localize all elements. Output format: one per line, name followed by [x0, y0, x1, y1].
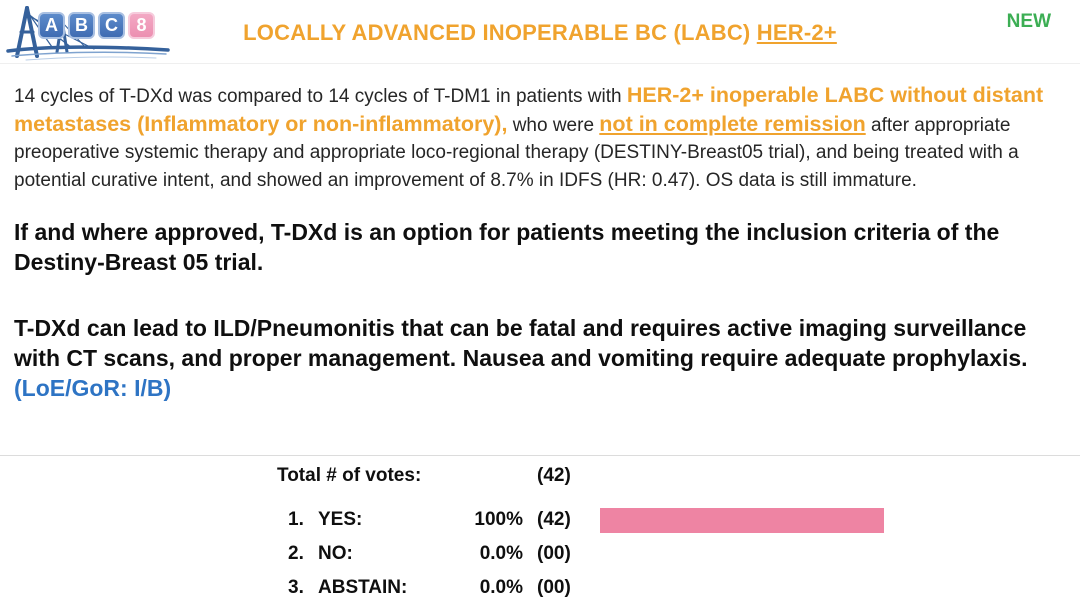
vote-row-label: NO: — [318, 543, 353, 564]
logo-letter-tiles: A B C 8 — [38, 12, 155, 39]
vote-bar-cell — [600, 542, 884, 567]
vote-bar-cell — [600, 576, 884, 601]
loe-gor-label: (LoE/GoR: I/B) — [14, 375, 172, 401]
vote-row-count: (42) — [537, 509, 571, 530]
header-divider — [0, 63, 1080, 64]
vote-rows: 1. YES: 100% (42) 2. NO: 0.0% (00) 3. AB… — [277, 507, 884, 601]
vote-total-label: Total # of votes: — [277, 465, 422, 486]
vote-row-abstain: 3. ABSTAIN: 0.0% (00) — [277, 575, 884, 601]
intro-highlight-underlined: not in complete remission — [599, 111, 866, 136]
page-title-her2: HER-2+ — [756, 20, 837, 45]
intro-paragraph: 14 cycles of T-DXd was compared to 14 cy… — [14, 82, 1066, 194]
intro-seg1: 14 cycles of T-DXd was compared to 14 cy… — [14, 86, 627, 107]
safety-text: T-DXd can lead to ILD/Pneumonitis that c… — [14, 315, 1028, 371]
page-title: LOCALLY ADVANCED INOPERABLE BC (LABC) HE… — [0, 20, 1080, 46]
vote-row-percent: 0.0% — [479, 577, 523, 598]
intro-highlight-1: HER-2+ inoperable LABC without distant m… — [14, 83, 1044, 136]
intro-seg5: after appropriate preoperative systemic … — [14, 114, 1019, 191]
page-title-main: LOCALLY ADVANCED INOPERABLE BC (LABC) — [243, 20, 757, 45]
abc8-logo: A B C 8 — [6, 4, 171, 62]
slide-header: A B C 8 LOCALLY ADVANCED INOPERABLE BC (… — [0, 0, 1080, 64]
vote-row-percent: 100% — [474, 509, 523, 530]
vote-row-no: 2. NO: 0.0% (00) — [277, 541, 884, 567]
intro-seg3: who were — [507, 114, 600, 136]
vote-total-count: (42) — [537, 465, 571, 486]
vote-row-label: ABSTAIN: — [318, 577, 408, 598]
logo-tile-c: C — [98, 12, 125, 39]
voting-results: Total # of votes: (42) 1. YES: 100% (42)… — [277, 464, 884, 609]
yes-vote-bar — [600, 507, 884, 533]
new-badge: NEW — [1006, 11, 1051, 32]
vote-bar-cell — [600, 507, 884, 533]
vote-row-number: 3. — [288, 577, 304, 598]
section-divider — [0, 455, 1080, 456]
logo-tile-a: A — [38, 12, 65, 39]
logo-tile-8: 8 — [128, 12, 155, 39]
vote-total-row: Total # of votes: (42) — [277, 464, 884, 488]
vote-row-number: 2. — [288, 543, 304, 564]
vote-row-count: (00) — [537, 577, 571, 598]
safety-paragraph: T-DXd can lead to ILD/Pneumonitis that c… — [14, 313, 1066, 403]
vote-row-count: (00) — [537, 543, 571, 564]
vote-row-yes: 1. YES: 100% (42) — [277, 507, 884, 533]
vote-row-label: YES: — [318, 509, 363, 530]
slide-body: 14 cycles of T-DXd was compared to 14 cy… — [14, 82, 1066, 403]
vote-row-number: 1. — [288, 509, 304, 530]
logo-tile-b: B — [68, 12, 95, 39]
vote-row-percent: 0.0% — [479, 543, 523, 564]
recommendation-paragraph: If and where approved, T-DXd is an optio… — [14, 219, 1000, 275]
